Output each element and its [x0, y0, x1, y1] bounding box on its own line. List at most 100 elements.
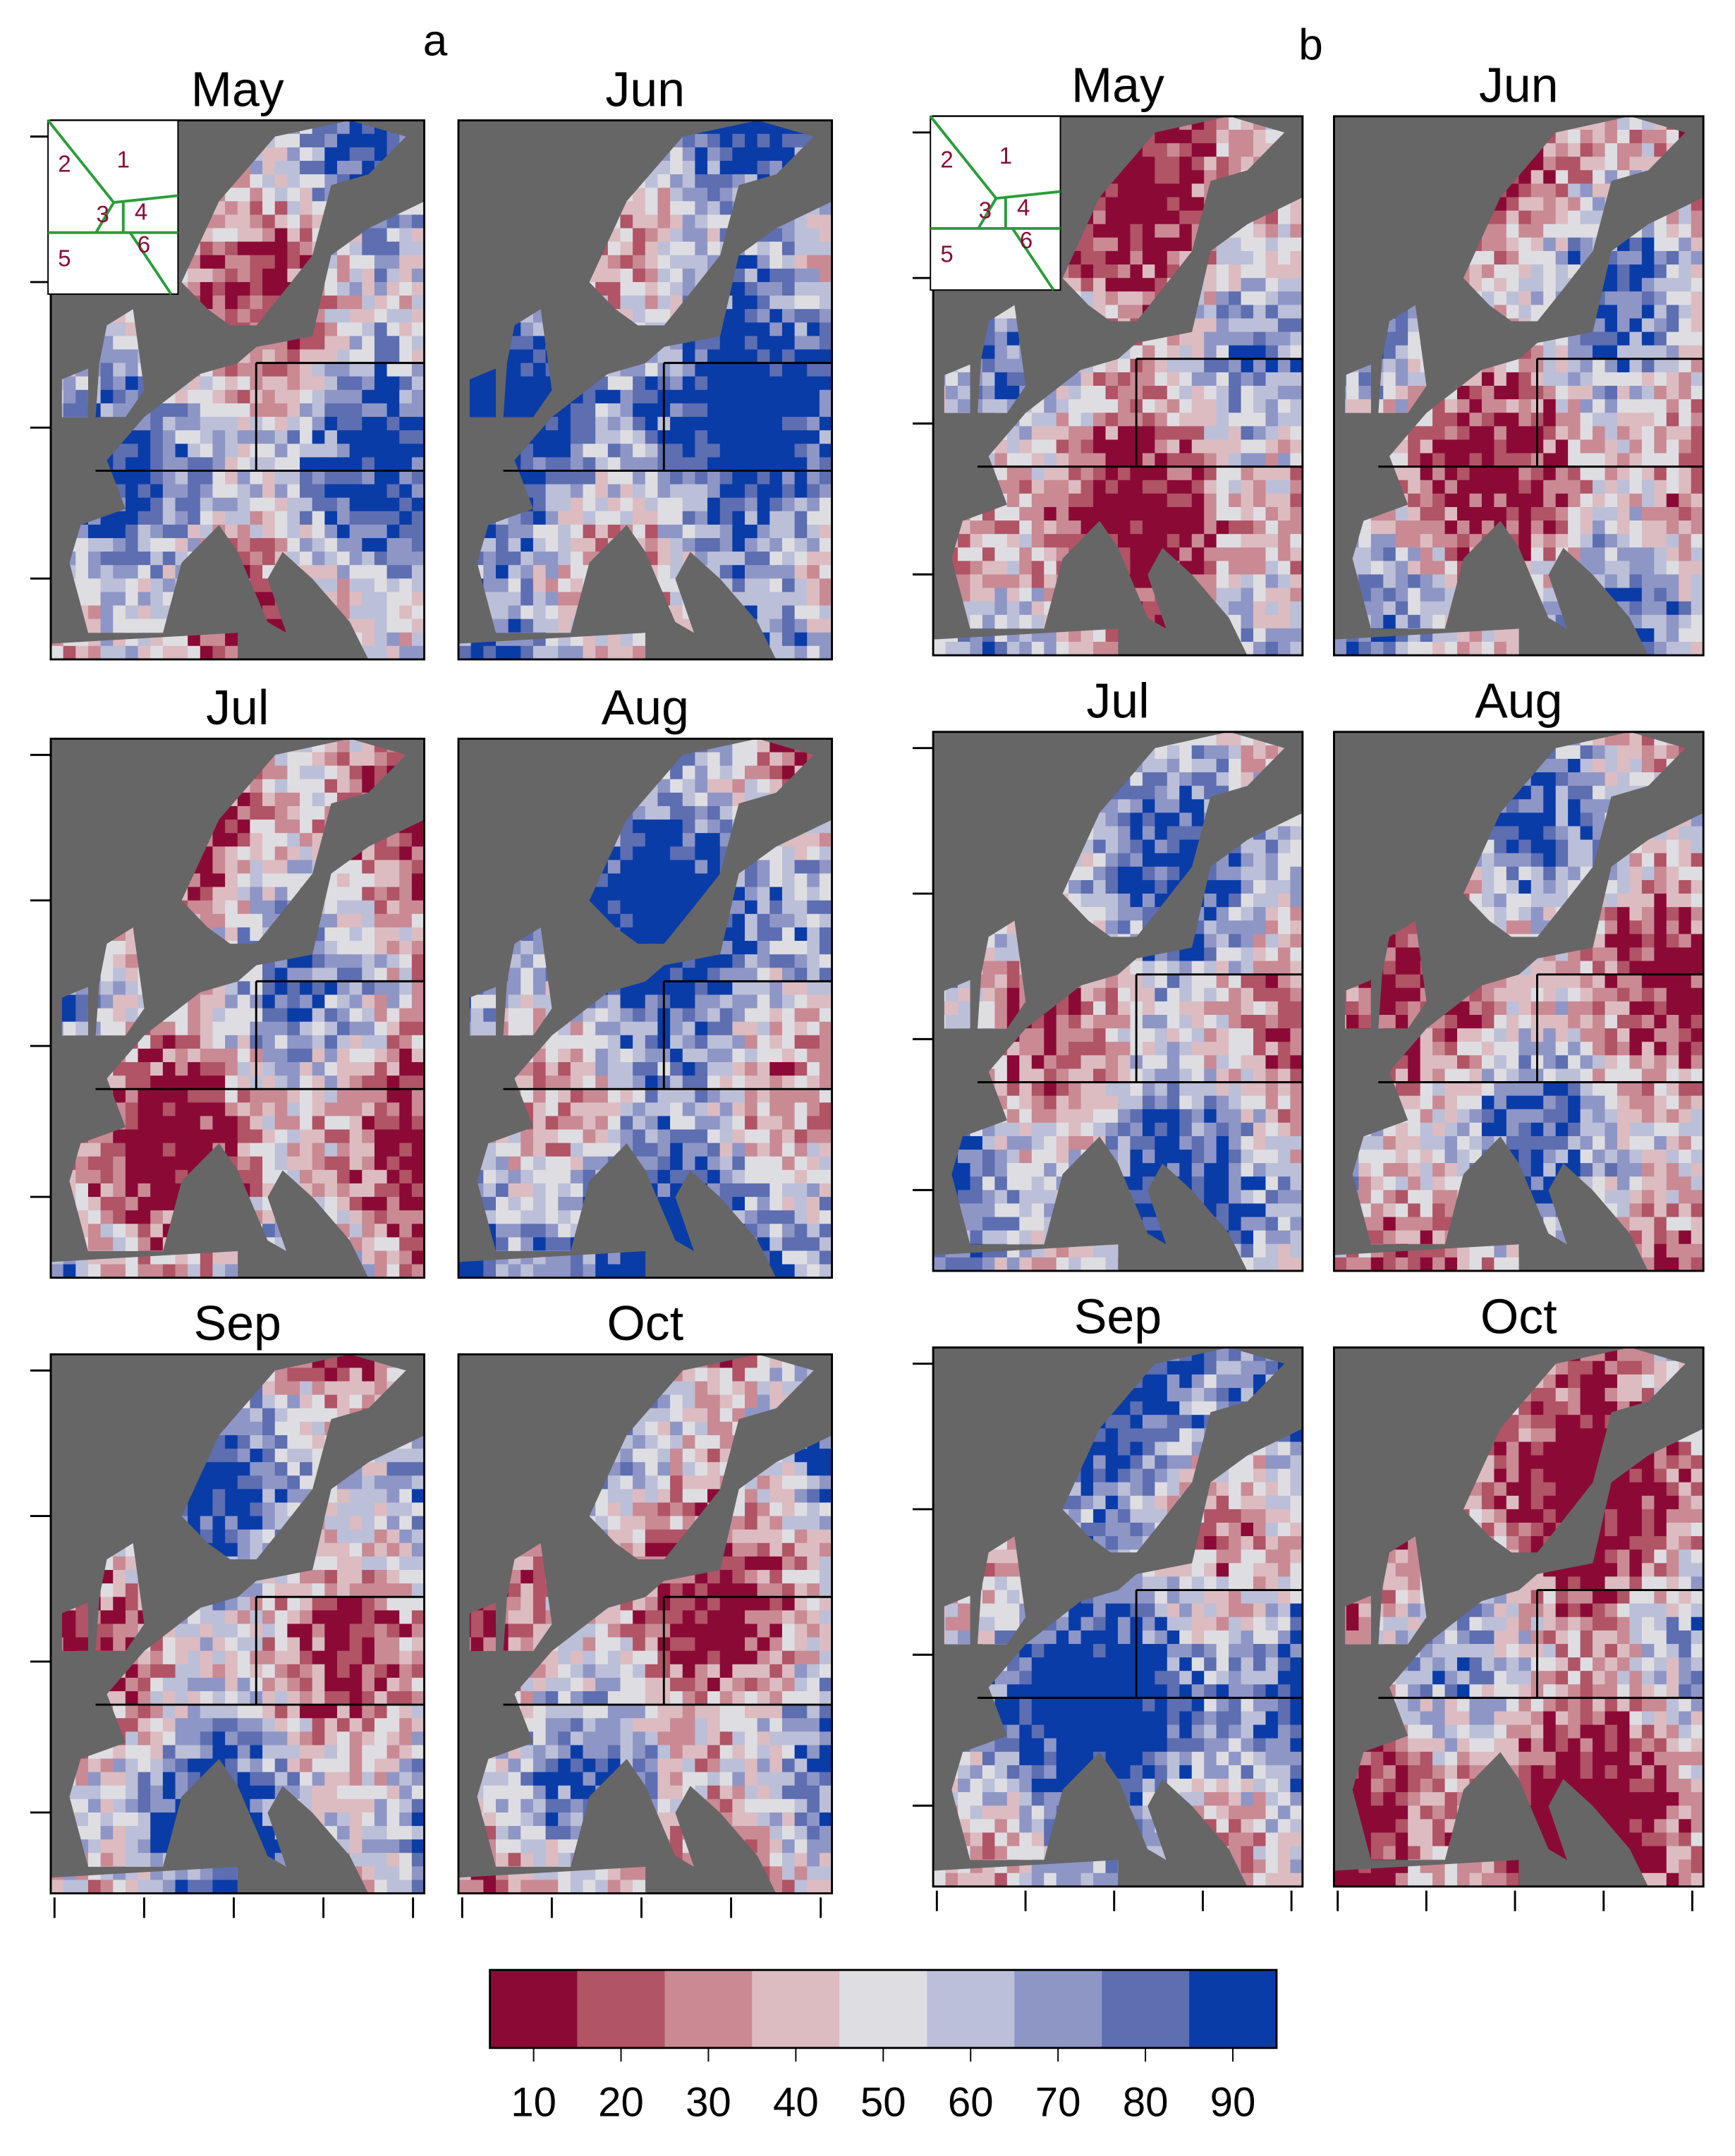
- map-cell: [769, 309, 783, 323]
- map-cell: [645, 497, 659, 512]
- map-cell: [707, 444, 721, 458]
- map-cell: [757, 1008, 770, 1023]
- map-cell: [719, 417, 733, 431]
- map-cell: [349, 1224, 363, 1238]
- map-cell: [781, 296, 796, 310]
- map-cell: [745, 389, 758, 404]
- map-cell: [399, 457, 413, 472]
- map-cell: [794, 981, 808, 996]
- map-cell: [113, 511, 126, 525]
- map-cell: [100, 1021, 114, 1036]
- map-cell: [362, 887, 375, 901]
- map-cell: [707, 846, 721, 860]
- map-cell: [300, 537, 313, 552]
- map-cell: [312, 1061, 325, 1076]
- map-cell: [495, 1183, 509, 1198]
- map-cell: [237, 484, 250, 499]
- map-cell: [274, 484, 288, 499]
- map-cell: [349, 765, 363, 780]
- map-cell: [757, 873, 770, 888]
- map-cell: [274, 846, 288, 860]
- map-cell: [250, 860, 263, 875]
- map-cell: [670, 296, 683, 310]
- map-cell: [125, 619, 139, 633]
- map-cell: [386, 1089, 400, 1103]
- map-cell: [349, 941, 363, 955]
- map-cell: [794, 349, 808, 364]
- map-cell: [324, 765, 338, 780]
- map-cell: [682, 417, 695, 431]
- map-cell: [162, 1129, 176, 1144]
- map-cell: [138, 1076, 151, 1090]
- map-cell: [558, 470, 571, 485]
- map-cell: [745, 779, 758, 793]
- map-cell: [732, 430, 745, 444]
- map-cell: [520, 1169, 534, 1184]
- month-title: Sep: [194, 1296, 281, 1351]
- map-cell: [287, 147, 300, 162]
- map-cell: [545, 1224, 559, 1238]
- map-cell: [162, 1264, 176, 1279]
- map-cell: [719, 552, 733, 566]
- map-cell: [374, 1250, 388, 1265]
- map-cell: [769, 860, 783, 875]
- map-cell: [645, 309, 659, 323]
- map-cell: [262, 552, 276, 566]
- map-cell: [495, 619, 509, 633]
- map-cell: [399, 1224, 413, 1238]
- map-cell: [411, 497, 425, 512]
- map-cell: [362, 511, 375, 525]
- map-cell: [620, 511, 633, 525]
- map-cell: [225, 470, 238, 485]
- map-cell: [212, 1061, 226, 1076]
- map-cell: [745, 1089, 758, 1103]
- map-cell: [620, 994, 633, 1009]
- map-cell: [657, 1116, 671, 1131]
- map-cell: [707, 417, 721, 431]
- map-cell: [188, 457, 201, 472]
- map-cell: [274, 1368, 288, 1382]
- map-cell: [162, 1076, 176, 1090]
- map-cell: [633, 444, 646, 458]
- map-cell: [670, 981, 683, 996]
- map-cell: [324, 1116, 338, 1131]
- map-cell: [349, 1035, 363, 1049]
- map-cell: [349, 322, 363, 336]
- map-cell: [682, 846, 695, 860]
- map-cell: [188, 403, 201, 418]
- map-cell: [807, 281, 820, 296]
- map-cell: [670, 605, 683, 620]
- map-cell: [349, 281, 363, 296]
- map-cell: [274, 1102, 288, 1117]
- map-cell: [757, 752, 770, 767]
- map-cell: [125, 444, 139, 458]
- map-cell: [138, 1143, 151, 1157]
- map-cell: [374, 133, 388, 148]
- map-cell: [300, 994, 313, 1009]
- map-cell: [508, 349, 521, 364]
- map-cell: [349, 981, 363, 996]
- map-cell: [312, 188, 325, 202]
- map-cell: [87, 1224, 102, 1238]
- map-cell: [374, 632, 388, 647]
- map-cell: [411, 537, 425, 552]
- map-cell: [633, 1021, 646, 1036]
- map-cell: [695, 765, 708, 780]
- map-cell: [125, 1008, 139, 1023]
- map-cell: [300, 511, 313, 525]
- map-cell: [757, 994, 770, 1009]
- map-cell: [495, 645, 509, 660]
- map-cell: [212, 1076, 226, 1090]
- map-cell: [807, 389, 820, 404]
- map-cell: [545, 1156, 559, 1171]
- map-cell: [349, 120, 363, 135]
- map-frame: [457, 737, 834, 1279]
- map-cell: [807, 941, 820, 955]
- map-cell: [520, 322, 534, 336]
- map-cell: [250, 161, 263, 175]
- map-cell: [781, 552, 796, 566]
- map-cell: [212, 1089, 226, 1103]
- map-cell: [769, 968, 783, 982]
- map-cell: [374, 376, 388, 391]
- map-cell: [819, 537, 833, 552]
